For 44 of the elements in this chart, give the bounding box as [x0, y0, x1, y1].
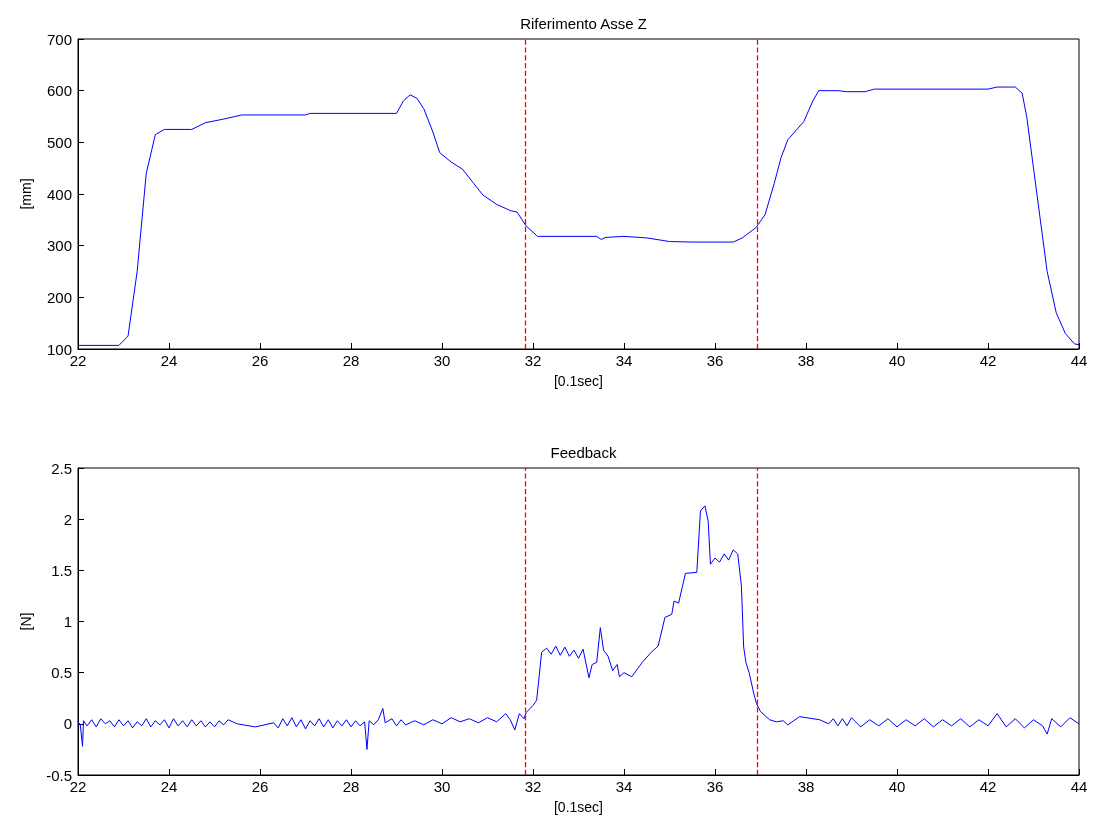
y-tick-label: 2: [63, 510, 72, 528]
x-tick-label: 32: [524, 352, 542, 369]
x-tick-label: 32: [524, 778, 542, 795]
y-tick-label: 200: [46, 288, 72, 306]
y-tick-label: -0.5: [46, 766, 72, 784]
y-tick-label: 0: [63, 715, 72, 733]
x-axis-title: [0.1sec]: [553, 373, 604, 389]
x-tick-label: 40: [888, 352, 906, 369]
x-tick-label: 42: [979, 352, 997, 369]
x-tick-label: 30: [433, 778, 451, 795]
x-tick-label: 40: [888, 778, 906, 795]
y-tick-label: 0.5: [51, 664, 72, 682]
x-tick-label: 44: [1070, 778, 1088, 795]
x-tick-label: 28: [342, 352, 360, 369]
x-tick-label: 42: [979, 778, 997, 795]
x-tick-label: 38: [797, 778, 815, 795]
x-tick-label: 28: [342, 778, 360, 795]
chart-title: Feedback: [550, 444, 617, 461]
y-tick-label: 700: [46, 30, 72, 48]
y-tick-label: 1.5: [51, 561, 72, 579]
x-tick-label: 38: [797, 352, 815, 369]
x-tick-label: 26: [251, 352, 269, 369]
y-tick-label: 600: [46, 82, 72, 100]
x-tick-label: 36: [706, 352, 724, 369]
y-axis-title: [mm]: [18, 178, 34, 210]
x-tick-label: 24: [160, 778, 178, 795]
x-tick-label: 34: [615, 778, 633, 795]
y-axis-title: [N]: [18, 612, 34, 631]
y-tick-label: 1: [63, 613, 72, 630]
y-tick-label: 2.5: [51, 459, 72, 477]
x-axis-title: [0.1sec]: [553, 799, 604, 815]
x-tick-label: 30: [433, 352, 451, 369]
y-tick-label: 400: [46, 185, 72, 203]
line-series: [77, 505, 1080, 750]
x-tick-label: 34: [615, 352, 633, 369]
x-tick-label: 36: [706, 778, 724, 795]
x-tick-label: 26: [251, 778, 269, 795]
y-tick-label: 100: [46, 340, 72, 358]
x-tick-label: 24: [160, 352, 178, 369]
chart-title: Riferimento Asse Z: [520, 15, 647, 32]
line-series: [77, 86, 1080, 346]
y-tick-label: 300: [46, 237, 72, 255]
x-tick-label: 44: [1070, 352, 1088, 369]
y-tick-label: 500: [46, 133, 72, 151]
